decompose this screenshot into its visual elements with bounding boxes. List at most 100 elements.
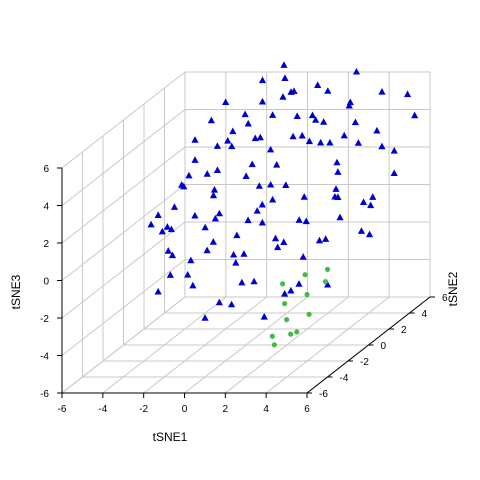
- grid-line: [61, 109, 186, 206]
- data-point-triangle: [201, 223, 209, 231]
- data-point-triangle: [242, 172, 250, 179]
- data-point-triangle: [253, 207, 261, 214]
- data-point-triangle: [378, 142, 386, 150]
- data-point-triangle: [340, 131, 348, 139]
- z-tick-label: -6: [40, 389, 49, 400]
- y-axis-title: tSNE2: [446, 271, 460, 306]
- data-point-triangle: [295, 280, 303, 287]
- grid-line: [61, 259, 186, 356]
- data-point-triangle: [324, 87, 332, 94]
- data-point-triangle: [229, 127, 237, 135]
- data-point-triangle: [244, 119, 252, 127]
- data-point-triangle: [282, 181, 290, 188]
- data-point-triangle: [248, 160, 256, 168]
- data-point-triangle: [203, 170, 211, 177]
- data-point-triangle: [293, 112, 301, 119]
- data-point-triangle: [166, 271, 174, 278]
- z-tick-label: 4: [43, 202, 49, 213]
- z-axis-title: tSNE3: [9, 274, 23, 309]
- data-point-triangle: [403, 90, 412, 98]
- data-point-triangle: [354, 139, 362, 146]
- x-tick-label: 0: [182, 404, 188, 415]
- data-point-triangle: [191, 211, 199, 219]
- data-point-triangle: [258, 97, 267, 105]
- z-tick-label: -2: [40, 314, 49, 325]
- data-point-triangle: [299, 253, 307, 260]
- data-point-triangle: [178, 181, 186, 188]
- data-point-circle: [271, 342, 277, 348]
- y-tick-label: -2: [360, 357, 369, 368]
- data-point-triangle: [244, 216, 252, 224]
- grid-line: [61, 221, 186, 319]
- data-point-triangle: [209, 191, 218, 199]
- data-point-circle: [284, 317, 290, 323]
- data-point-triangle: [378, 88, 386, 95]
- data-point-circle: [294, 329, 300, 335]
- data-point-triangle: [367, 201, 375, 209]
- data-point-triangle: [281, 74, 289, 81]
- x-tick-label: -6: [58, 404, 67, 415]
- data-point-triangle: [267, 145, 275, 153]
- data-point-triangle: [333, 158, 341, 166]
- data-points: [147, 61, 419, 348]
- data-point-triangle: [258, 76, 267, 84]
- data-point-triangle: [267, 180, 275, 188]
- data-point-triangle: [203, 246, 211, 254]
- data-point-triangle: [287, 286, 295, 294]
- data-point-triangle: [390, 147, 398, 154]
- data-point-triangle: [215, 298, 223, 306]
- data-point-triangle: [298, 131, 306, 139]
- y-tick-label: 2: [401, 325, 407, 336]
- data-point-triangle: [373, 126, 381, 134]
- data-point-triangle: [241, 110, 249, 118]
- x-tick-label: -2: [139, 404, 148, 415]
- data-point-triangle: [390, 169, 398, 177]
- z-tick-label: -4: [40, 352, 49, 363]
- data-point-triangle: [213, 166, 222, 173]
- data-point-triangle: [269, 111, 277, 118]
- data-point-triangle: [280, 238, 288, 245]
- data-point-triangle: [260, 313, 268, 320]
- data-point-triangle: [334, 168, 342, 175]
- axis-box: [61, 168, 431, 394]
- data-point-triangle: [209, 238, 217, 245]
- z-tick-label: 0: [43, 277, 49, 288]
- data-point-triangle: [274, 243, 282, 251]
- data-point-triangle: [295, 216, 303, 223]
- data-point-triangle: [163, 223, 171, 230]
- data-point-triangle: [201, 314, 209, 321]
- data-point-circle: [269, 333, 275, 339]
- data-point-triangle: [240, 250, 248, 257]
- data-point-circle: [322, 279, 329, 285]
- x-tick-label: 2: [223, 404, 229, 415]
- grid-line: [61, 146, 186, 244]
- data-point-triangle: [369, 193, 377, 200]
- data-point-triangle: [191, 156, 199, 163]
- data-point-triangle: [308, 111, 317, 119]
- data-point-triangle: [300, 193, 308, 200]
- data-point-triangle: [345, 101, 353, 109]
- data-point-triangle: [158, 227, 166, 235]
- data-point-triangle: [336, 213, 344, 221]
- data-point-circle: [302, 272, 308, 278]
- data-point-circle: [282, 301, 288, 307]
- data-point-triangle: [185, 171, 193, 179]
- data-point-triangle: [164, 247, 172, 254]
- data-point-triangle: [154, 211, 162, 218]
- data-point-triangle: [314, 81, 322, 88]
- data-point-triangle: [147, 220, 155, 228]
- data-point-triangle: [269, 195, 277, 203]
- data-point-triangle: [320, 118, 328, 125]
- data-point-triangle: [305, 137, 314, 145]
- data-point-triangle: [258, 218, 266, 226]
- data-point-triangle: [290, 87, 298, 94]
- data-point-triangle: [281, 290, 289, 297]
- data-point-triangle: [351, 118, 359, 126]
- y-tick-label: 4: [422, 309, 428, 320]
- data-point-triangle: [215, 209, 223, 217]
- data-point-triangle: [255, 182, 263, 189]
- data-point-triangle: [258, 200, 266, 208]
- data-point-triangle: [312, 116, 320, 123]
- data-point-triangle: [228, 142, 236, 150]
- data-point-triangle: [365, 230, 374, 238]
